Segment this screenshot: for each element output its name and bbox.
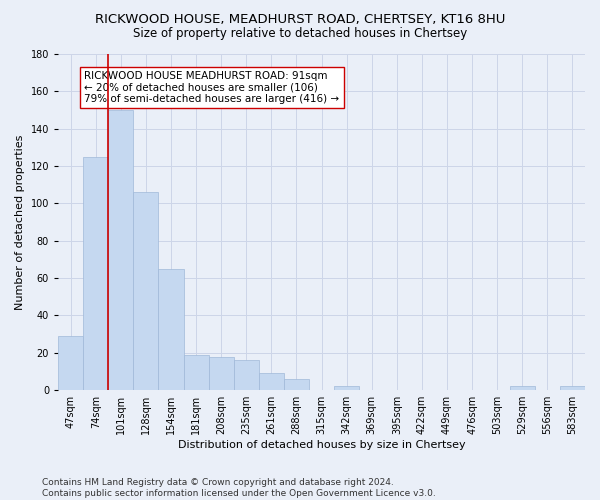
Bar — [284, 379, 309, 390]
Bar — [209, 356, 234, 390]
Text: Size of property relative to detached houses in Chertsey: Size of property relative to detached ho… — [133, 28, 467, 40]
Bar — [133, 192, 158, 390]
Bar — [58, 336, 83, 390]
Y-axis label: Number of detached properties: Number of detached properties — [15, 134, 25, 310]
Bar — [510, 386, 535, 390]
Bar — [184, 354, 209, 390]
Bar — [334, 386, 359, 390]
Bar — [158, 269, 184, 390]
Text: RICKWOOD HOUSE MEADHURST ROAD: 91sqm
← 20% of detached houses are smaller (106)
: RICKWOOD HOUSE MEADHURST ROAD: 91sqm ← 2… — [85, 71, 340, 104]
Bar — [560, 386, 585, 390]
Bar — [234, 360, 259, 390]
Bar — [83, 156, 108, 390]
Text: RICKWOOD HOUSE, MEADHURST ROAD, CHERTSEY, KT16 8HU: RICKWOOD HOUSE, MEADHURST ROAD, CHERTSEY… — [95, 12, 505, 26]
Bar — [108, 110, 133, 390]
Bar — [259, 374, 284, 390]
Text: Contains HM Land Registry data © Crown copyright and database right 2024.
Contai: Contains HM Land Registry data © Crown c… — [42, 478, 436, 498]
X-axis label: Distribution of detached houses by size in Chertsey: Distribution of detached houses by size … — [178, 440, 466, 450]
